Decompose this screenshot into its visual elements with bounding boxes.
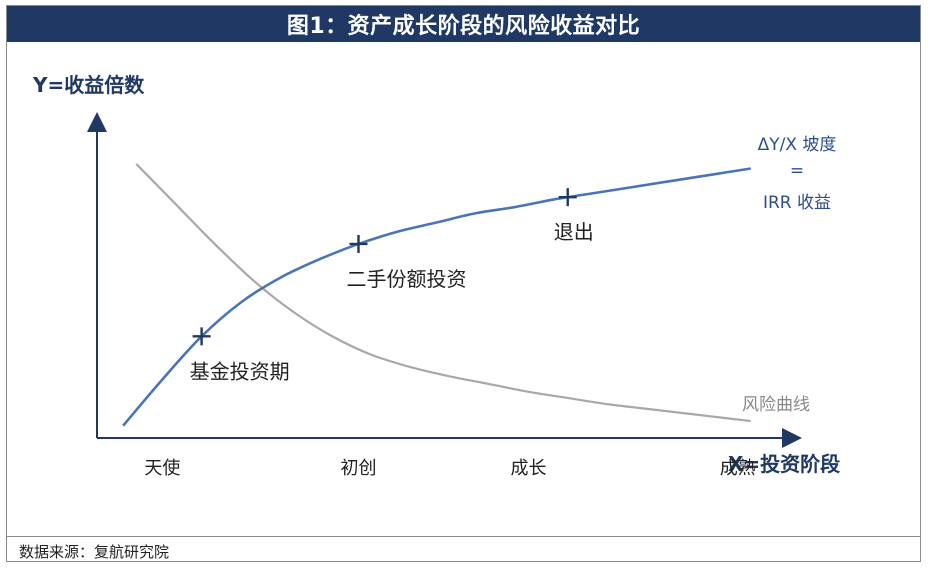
y-axis-label: Y=收益倍数 (32, 73, 145, 97)
stage-markers: 基金投资期 二手份额投资 退出 (190, 188, 594, 383)
irr-annotation-line-3: IRR 收益 (763, 193, 831, 213)
return-curve (122, 167, 751, 427)
risk-curve-label: 风险曲线 (742, 395, 810, 415)
x-tick-label: 成熟 (720, 458, 756, 479)
chart-frame: 图1：资产成长阶段的风险收益对比 数据来源：复航研究院 (6, 5, 921, 562)
source-divider (7, 536, 920, 537)
irr-annotation-line-2: = (790, 161, 804, 181)
stage-marker (558, 188, 577, 207)
stage-marker-label: 退出 (554, 220, 594, 244)
stage-marker (349, 234, 368, 253)
risk-curve (135, 163, 751, 423)
x-tick-label: 成长 (510, 458, 546, 479)
irr-annotation-line-1: ΔY/X 坡度 (758, 135, 837, 155)
stage-marker-label: 二手份额投资 (347, 267, 467, 291)
x-tick-label: 天使 (144, 458, 180, 479)
series-lines (122, 163, 751, 427)
stage-marker (192, 327, 211, 346)
stage-marker-label: 基金投资期 (190, 359, 290, 383)
x-tick-label: 初创 (341, 458, 377, 479)
x-axis-label: X=投资阶段 (728, 452, 840, 476)
source-note: 数据来源：复航研究院 (19, 543, 170, 561)
chart-title: 图1：资产成长阶段的风险收益对比 (7, 6, 920, 42)
x-tick-labels: 天使 初创 成长 成熟 (144, 458, 755, 479)
